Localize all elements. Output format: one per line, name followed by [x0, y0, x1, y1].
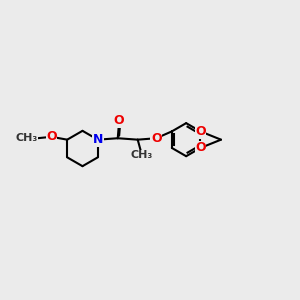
Text: CH₃: CH₃ — [131, 150, 153, 160]
Text: O: O — [195, 125, 206, 138]
Text: O: O — [195, 141, 206, 154]
Text: O: O — [114, 114, 124, 127]
Text: N: N — [93, 133, 103, 146]
Text: O: O — [151, 132, 161, 145]
Text: O: O — [46, 130, 57, 143]
Text: CH₃: CH₃ — [15, 133, 37, 143]
